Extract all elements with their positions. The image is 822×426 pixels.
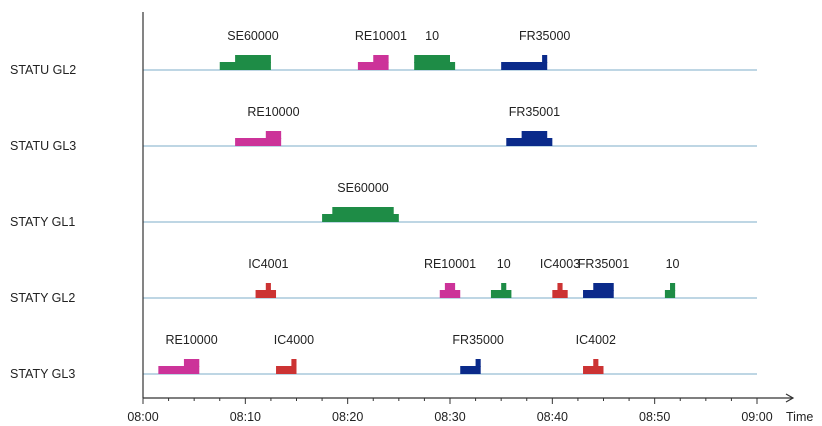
train-label: 10 — [497, 257, 511, 271]
occupation-bar — [460, 366, 481, 374]
track-label: STATY GL1 — [10, 215, 75, 229]
x-axis-title: Time — [786, 410, 813, 424]
dwell-bar — [291, 359, 297, 367]
dwell-bar — [501, 283, 507, 291]
train-occupation: FR35000 — [501, 29, 570, 70]
train-occupation: IC4002 — [576, 333, 616, 374]
occupation-bar — [490, 290, 512, 298]
occupation-bar — [235, 138, 282, 146]
train-occupation: RE10001 — [355, 29, 407, 70]
train-occupation: 10 — [414, 29, 456, 70]
train-label: SE60000 — [227, 29, 278, 43]
x-tick-label: 08:10 — [230, 410, 261, 424]
occupation-bar — [552, 290, 568, 298]
occupation-bar — [501, 62, 548, 70]
train-occupation: 10 — [490, 257, 512, 298]
dwell-bar — [373, 55, 389, 63]
train-occupation: IC4000 — [274, 333, 314, 374]
track-label: STATY GL3 — [10, 367, 75, 381]
occupation-bar — [357, 62, 389, 70]
train-label: 10 — [666, 257, 680, 271]
occupation-bar — [414, 62, 456, 70]
train-label: RE10000 — [247, 105, 299, 119]
train-label: FR35001 — [578, 257, 629, 271]
axes: 08:00 08:10 08:20 08:30 08:40 08:50 09:00 Time — [127, 12, 813, 424]
dwell-bar — [183, 359, 200, 367]
train-occupations: SE60000 RE10001 10 FR35000 RE10000 FR35001 SE6… — [158, 29, 680, 374]
dwell-bar — [475, 359, 481, 367]
train-label: IC4000 — [274, 333, 314, 347]
x-tick-label: 09:00 — [741, 410, 772, 424]
track-label: STATU GL2 — [10, 63, 76, 77]
train-occupation: IC4001 — [248, 257, 289, 298]
train-label: SE60000 — [337, 181, 388, 195]
train-occupation: RE10000 — [235, 105, 300, 146]
dwell-bar — [444, 283, 456, 291]
train-label: FR35001 — [509, 105, 560, 119]
dwell-bar — [414, 55, 450, 63]
track-label: STATU GL3 — [10, 139, 76, 153]
train-label: IC4002 — [576, 333, 616, 347]
dwell-bar — [670, 283, 676, 291]
dwell-bar — [593, 283, 614, 291]
dwell-bar — [265, 131, 282, 139]
occupation-bar — [158, 366, 200, 374]
train-occupation: FR35001 — [506, 105, 560, 146]
x-tick-label: 08:50 — [639, 410, 670, 424]
x-axis-arrowhead — [785, 393, 795, 403]
train-label: IC4003 — [540, 257, 580, 271]
dwell-bar — [521, 131, 548, 139]
train-label: FR35000 — [452, 333, 503, 347]
dwell-bar — [332, 207, 394, 215]
train-label: RE10001 — [355, 29, 407, 43]
occupation-bar — [255, 290, 277, 298]
x-tick-label: 08:40 — [537, 410, 568, 424]
dwell-bar — [593, 359, 599, 367]
dwell-bar — [542, 55, 548, 63]
dwell-bar — [265, 283, 271, 291]
train-occupation: IC4003 — [540, 257, 580, 298]
dwell-bar — [235, 55, 271, 63]
x-tick-label: 08:00 — [127, 410, 158, 424]
train-label: FR35000 — [519, 29, 570, 43]
occupation-bar — [664, 290, 676, 298]
occupation-bar — [322, 214, 399, 222]
train-label: 10 — [425, 29, 439, 43]
occupation-bar — [583, 366, 604, 374]
train-occupation: RE10001 — [424, 257, 476, 298]
occupation-bar — [583, 290, 614, 298]
occupation-bar — [439, 290, 461, 298]
train-occupation: FR35000 — [452, 333, 504, 374]
train-label: RE10001 — [424, 257, 476, 271]
train-label: RE10000 — [166, 333, 218, 347]
train-occupation: SE60000 — [322, 181, 399, 222]
dwell-bar — [557, 283, 563, 291]
x-tick-label: 08:20 — [332, 410, 363, 424]
occupation-bar — [219, 62, 271, 70]
train-label: IC4001 — [248, 257, 288, 271]
occupation-bar — [276, 366, 297, 374]
train-occupation: SE60000 — [219, 29, 279, 70]
x-tick-label: 08:30 — [434, 410, 465, 424]
train-occupation: 10 — [664, 257, 680, 298]
x-axis-ticks: 08:00 08:10 08:20 08:30 08:40 08:50 09:00 — [127, 398, 773, 424]
occupation-bar — [506, 138, 553, 146]
train-occupation: RE10000 — [158, 333, 218, 374]
train-occupation: FR35001 — [578, 257, 629, 298]
track-label: STATY GL2 — [10, 291, 75, 305]
